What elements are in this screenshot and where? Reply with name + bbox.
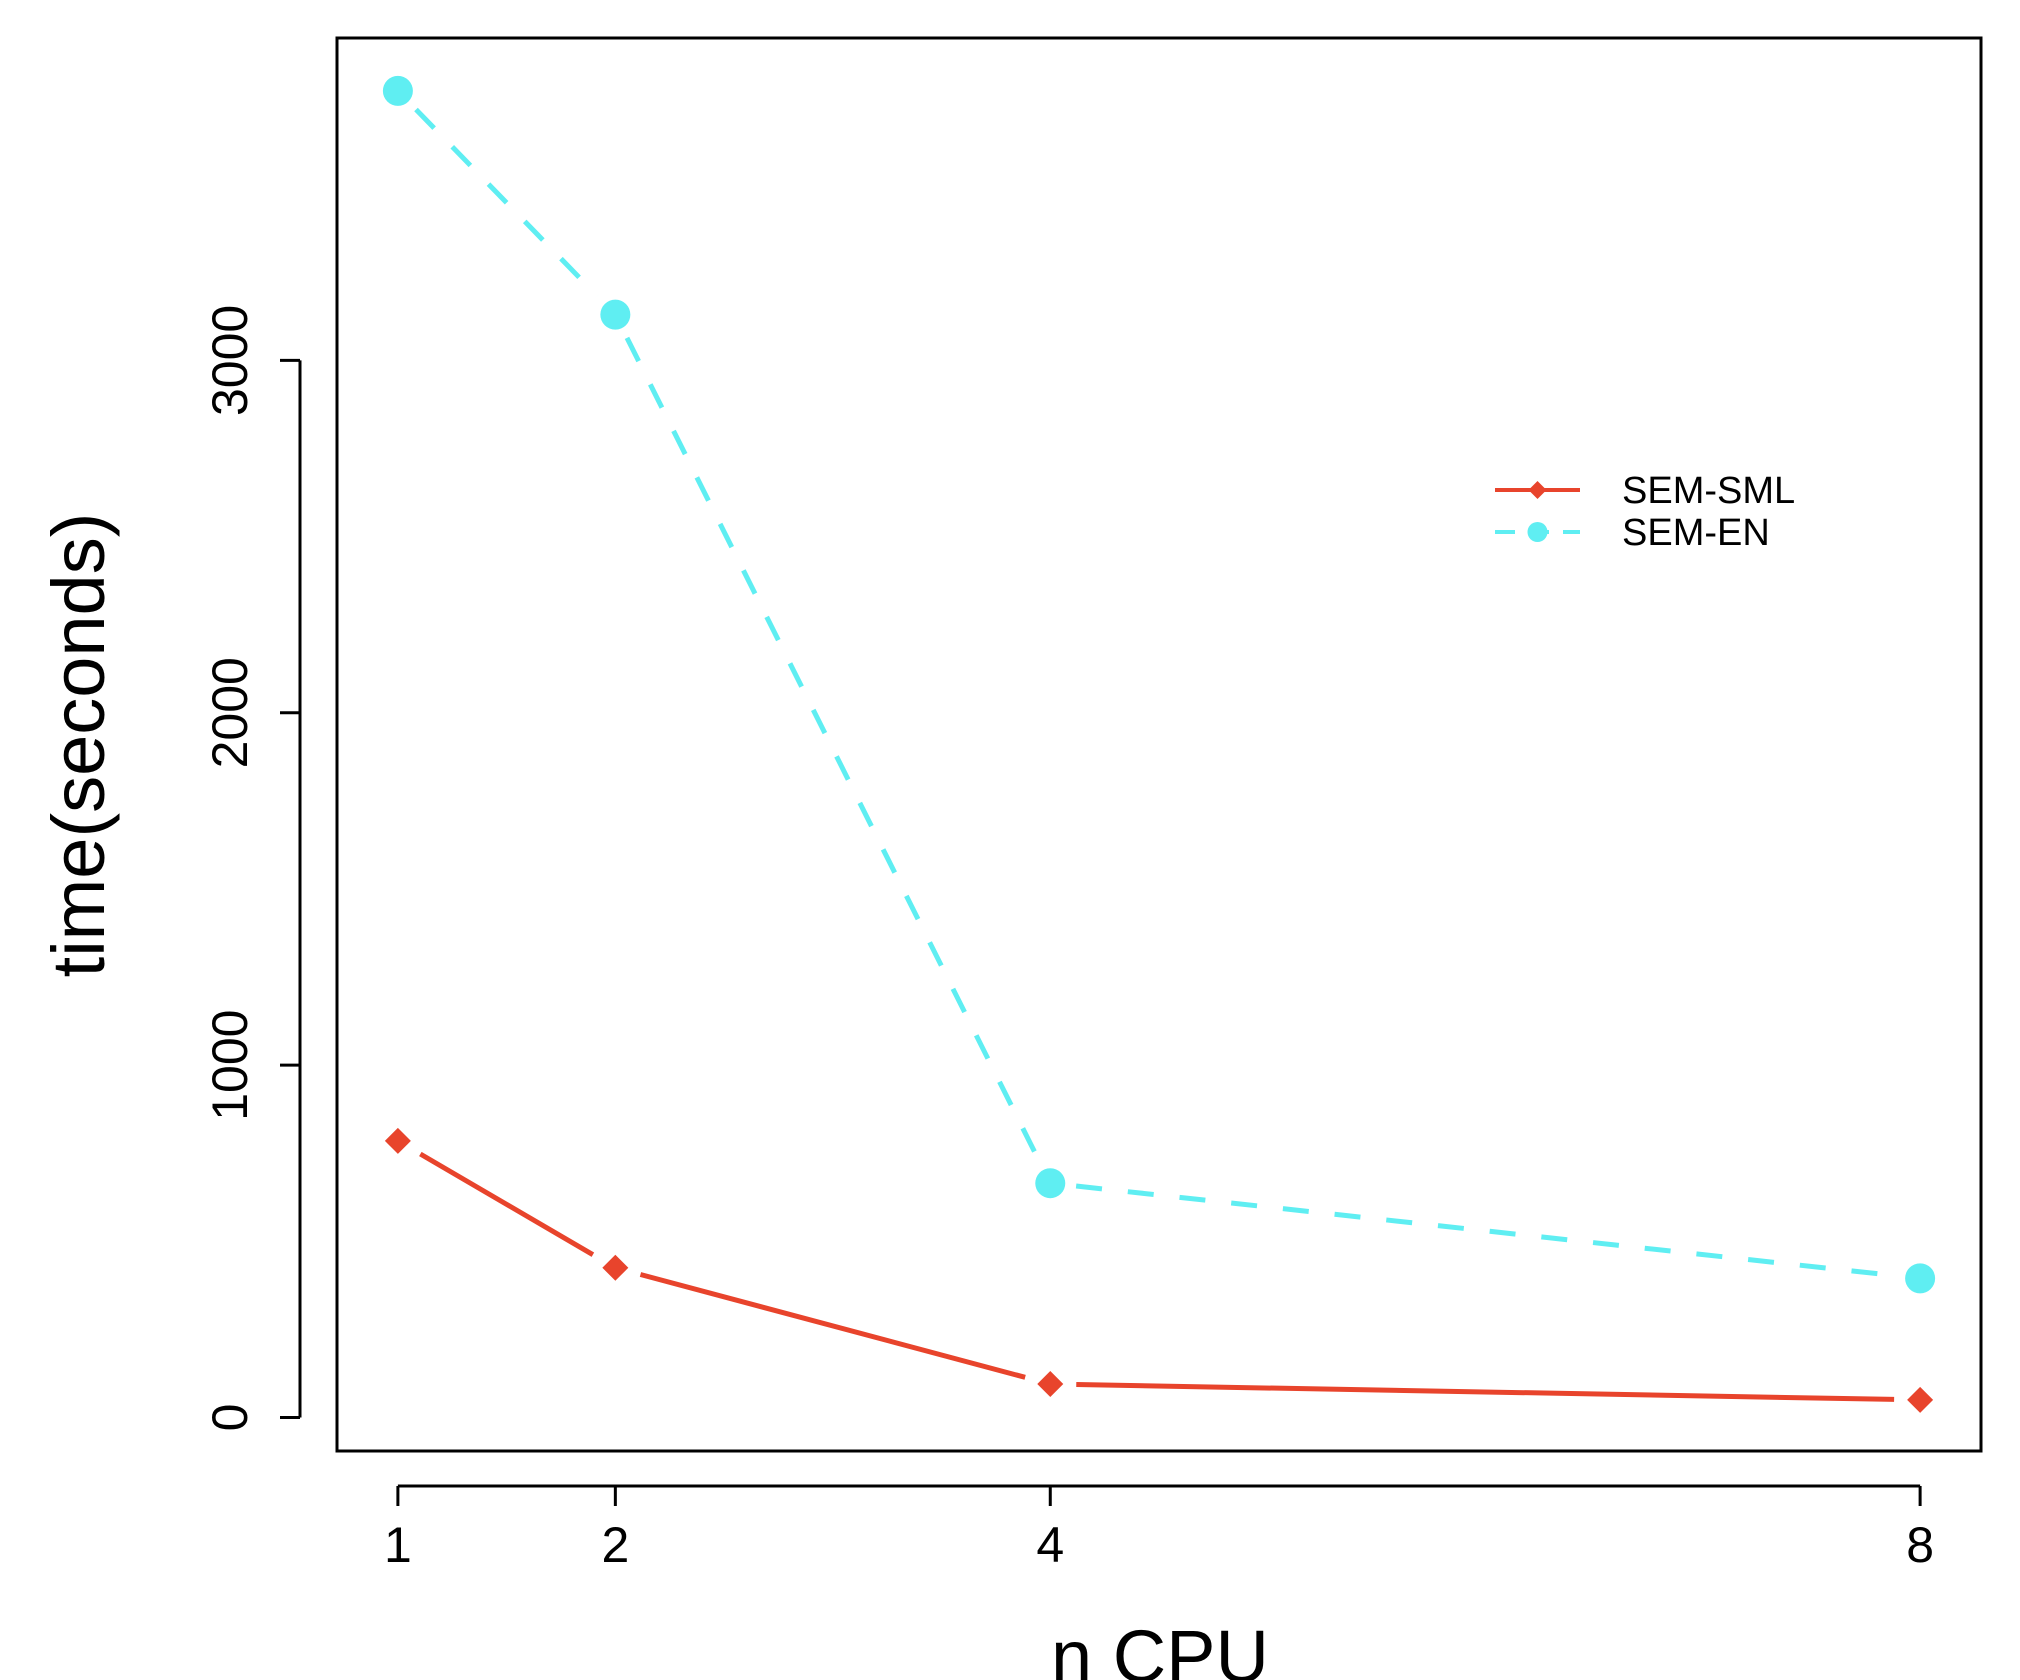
data-point xyxy=(382,75,413,106)
plot-area-frame xyxy=(335,36,1983,1453)
data-point xyxy=(602,1254,629,1281)
x-tick-label: 1 xyxy=(384,1517,412,1573)
x-tick-label: 8 xyxy=(1906,1517,1934,1573)
series-segment xyxy=(1075,1183,1895,1278)
legend-marker xyxy=(1528,481,1547,499)
data-point xyxy=(1035,1168,1066,1199)
data-point xyxy=(1907,1386,1934,1413)
data-point xyxy=(1037,1371,1064,1398)
x-axis-title: n CPU xyxy=(1051,1615,1269,1680)
series-sem-en xyxy=(382,75,1936,1294)
series-segment xyxy=(414,107,600,298)
y-tick-label: 2000 xyxy=(202,657,258,768)
data-point xyxy=(384,1127,411,1154)
data-point xyxy=(600,299,631,330)
y-axis-title: time(seconds) xyxy=(37,513,120,978)
series-layer xyxy=(382,75,1936,1413)
legend-label: SEM-SML xyxy=(1622,470,1795,512)
series-segment xyxy=(624,336,1041,1162)
data-point xyxy=(1905,1263,1936,1294)
series-segment xyxy=(419,1151,595,1257)
x-tick-label: 4 xyxy=(1036,1517,1064,1573)
legend-marker xyxy=(1527,522,1548,542)
x-tick-label: 2 xyxy=(601,1517,629,1573)
y-axis: 0 1000 2000 3000 xyxy=(202,305,302,1432)
y-tick-label: 3000 xyxy=(202,305,258,416)
y-tick-label: 0 xyxy=(202,1404,258,1432)
y-tick-label: 1000 xyxy=(202,1010,258,1121)
legend-label: SEM-EN xyxy=(1622,512,1770,554)
series-segment xyxy=(1076,1382,1895,1402)
x-axis: 1 2 4 8 xyxy=(384,1484,1934,1573)
series-segment xyxy=(639,1272,1026,1380)
series-sem-sml xyxy=(384,1127,1934,1413)
